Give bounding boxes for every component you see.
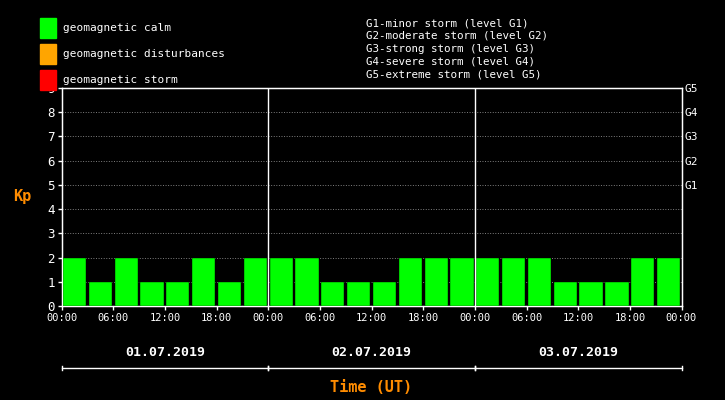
Bar xyxy=(244,258,267,306)
Bar xyxy=(528,258,551,306)
Text: geomagnetic calm: geomagnetic calm xyxy=(63,23,171,33)
Bar xyxy=(554,282,577,306)
Bar xyxy=(192,258,215,306)
Bar xyxy=(166,282,189,306)
Bar xyxy=(270,258,293,306)
Bar xyxy=(631,258,655,306)
Bar xyxy=(450,258,473,306)
Bar xyxy=(88,282,112,306)
Bar xyxy=(218,282,241,306)
Text: 03.07.2019: 03.07.2019 xyxy=(538,346,618,358)
Bar xyxy=(657,258,680,306)
Bar xyxy=(502,258,525,306)
Bar xyxy=(425,258,448,306)
Bar xyxy=(115,258,138,306)
Bar xyxy=(373,282,396,306)
Bar xyxy=(63,258,86,306)
Bar xyxy=(141,282,164,306)
Text: G1-minor storm (level G1)
G2-moderate storm (level G2)
G3-strong storm (level G3: G1-minor storm (level G1) G2-moderate st… xyxy=(366,18,548,79)
Bar xyxy=(579,282,602,306)
Text: Time (UT): Time (UT) xyxy=(331,380,413,396)
Text: geomagnetic disturbances: geomagnetic disturbances xyxy=(63,49,225,59)
Bar xyxy=(399,258,422,306)
Bar xyxy=(347,282,370,306)
Bar xyxy=(321,282,344,306)
Text: Kp: Kp xyxy=(12,190,31,204)
Bar xyxy=(605,282,629,306)
Bar xyxy=(476,258,500,306)
Bar xyxy=(295,258,318,306)
Text: 01.07.2019: 01.07.2019 xyxy=(125,346,205,358)
Text: 02.07.2019: 02.07.2019 xyxy=(331,346,412,358)
Text: geomagnetic storm: geomagnetic storm xyxy=(63,75,178,85)
